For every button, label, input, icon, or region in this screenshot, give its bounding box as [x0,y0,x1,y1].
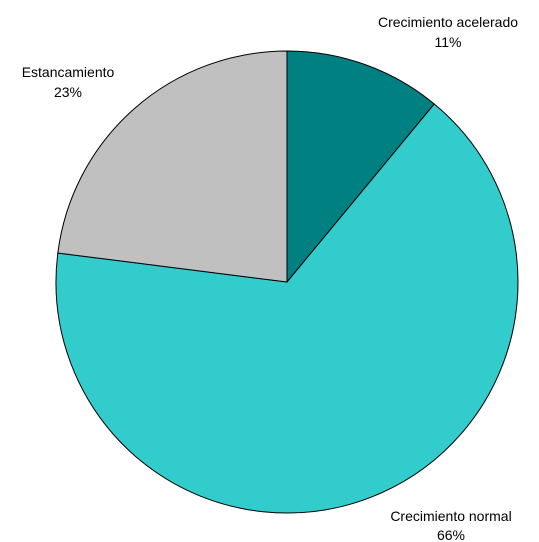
pie-slice-crecimiento-normal [55,103,519,514]
pie-slices [55,50,519,514]
slice-percent-crecimiento-normal: 66% [437,527,465,542]
pie-slice-crecimiento-acelerado [286,50,435,284]
pie-slice-estancamiento [57,50,288,283]
slice-label-estancamiento: Estancamiento [22,64,115,80]
slice-label-crecimiento-normal: Crecimiento normal [390,508,511,524]
slice-label-crecimiento-acelerado: Crecimiento acelerado [378,14,518,30]
slice-percent-crecimiento-acelerado: 11% [435,34,462,50]
slice-percent-estancamiento: 23% [54,84,82,100]
